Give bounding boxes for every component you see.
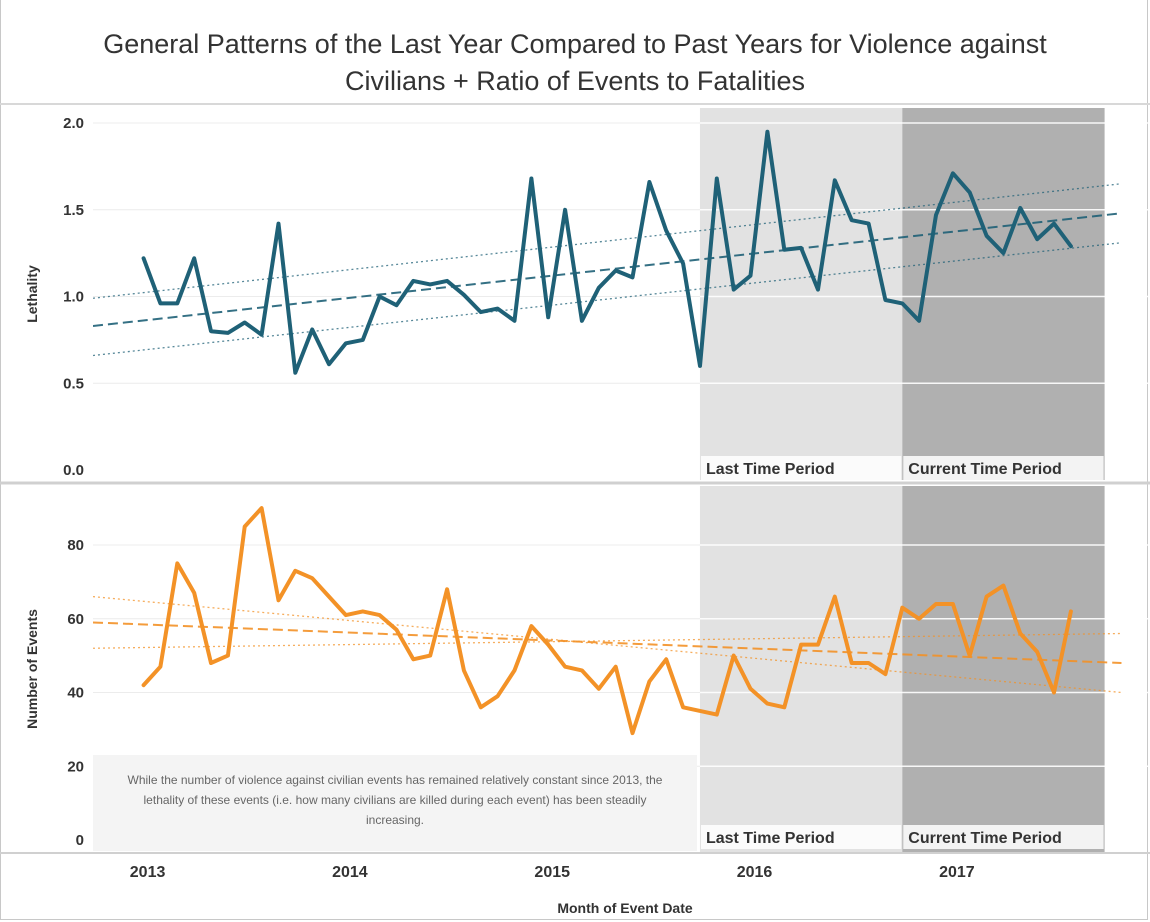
chart-title-line-1: General Patterns of the Last Year Compar… bbox=[103, 29, 1047, 59]
annotation-note: While the number of violence against civ… bbox=[93, 755, 697, 851]
chart-title-line-2: Civilians + Ratio of Events to Fatalitie… bbox=[345, 66, 805, 96]
events-series-line bbox=[141, 506, 1073, 736]
current-period-label: Current Time Period bbox=[908, 830, 1062, 847]
y-tick-label: 80 bbox=[67, 537, 84, 554]
x-axis-title: Month of Event Date bbox=[557, 900, 693, 916]
lethality-series-line bbox=[141, 129, 1073, 375]
last-period-label: Last Time Period bbox=[706, 461, 835, 478]
x-tick-label: 2014 bbox=[332, 864, 368, 881]
period-label-bg bbox=[700, 825, 902, 849]
x-tick-label: 2015 bbox=[534, 864, 570, 881]
y-tick-label: 1.5 bbox=[63, 202, 84, 219]
period-label-bg bbox=[903, 825, 1104, 849]
y-tick-label: 0 bbox=[76, 832, 84, 849]
period-band-last-pane-2 bbox=[699, 486, 903, 852]
x-tick-label: 2013 bbox=[130, 864, 166, 881]
y-tick-label: 0.5 bbox=[63, 375, 84, 392]
y-axis-title: Lethality bbox=[24, 265, 40, 323]
x-tick-label: 2017 bbox=[939, 864, 975, 881]
x-tick-label: 2016 bbox=[737, 864, 773, 881]
confidence-line-lower bbox=[93, 632, 1122, 649]
y-tick-label: 20 bbox=[67, 758, 84, 775]
last-period-label: Last Time Period bbox=[706, 830, 835, 847]
period-label-bg bbox=[903, 456, 1104, 480]
chart-title: General Patterns of the Last Year Compar… bbox=[0, 26, 1150, 100]
y-tick-label: 40 bbox=[67, 685, 84, 702]
y-tick-label: 0.0 bbox=[63, 462, 84, 479]
trend-line bbox=[93, 621, 1122, 664]
period-band-current-pane-1 bbox=[902, 108, 1105, 480]
period-band-last-pane-1 bbox=[699, 108, 903, 480]
period-band-current-pane-2 bbox=[902, 486, 1105, 852]
current-period-label: Current Time Period bbox=[908, 461, 1062, 478]
y-tick-label: 1.0 bbox=[63, 289, 84, 306]
y-tick-label: 60 bbox=[67, 611, 84, 628]
y-axis-title: Number of Events bbox=[24, 609, 40, 729]
period-label-bg bbox=[700, 456, 902, 480]
confidence-line-upper bbox=[93, 595, 1122, 694]
y-tick-label: 2.0 bbox=[63, 115, 84, 132]
